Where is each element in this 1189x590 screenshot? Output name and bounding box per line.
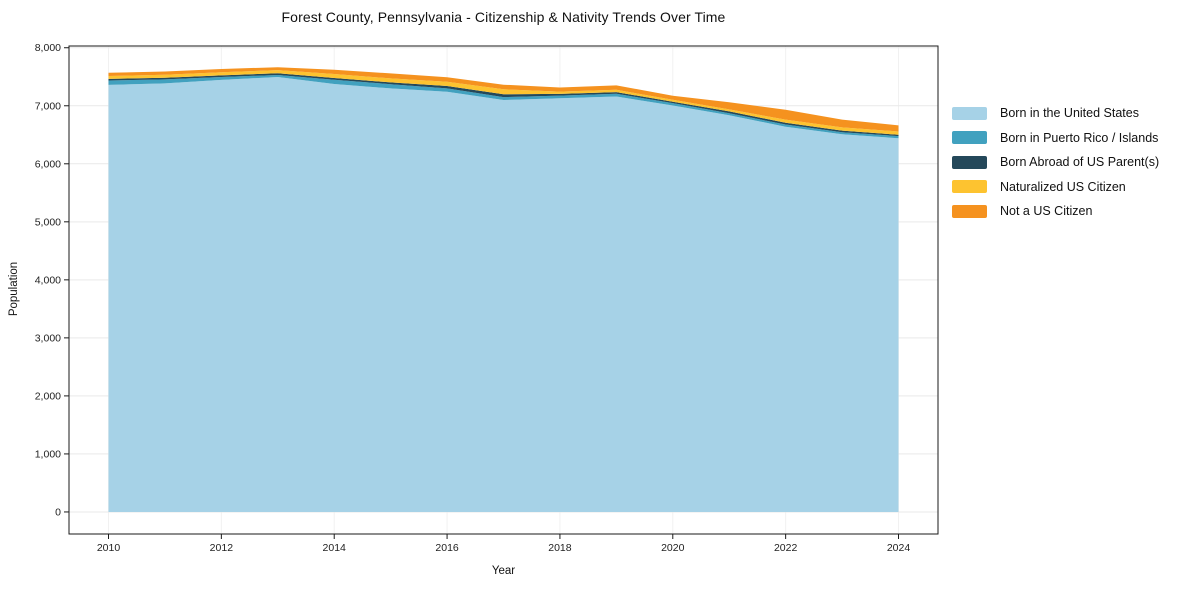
area-series-layer — [108, 67, 899, 512]
x-tick-label: 2018 — [548, 542, 572, 554]
chart-title: Forest County, Pennsylvania - Citizenshi… — [281, 9, 726, 25]
x-tick-label: 2024 — [887, 542, 911, 554]
x-tick-label: 2016 — [435, 542, 459, 554]
y-tick-label: 7,000 — [35, 100, 61, 112]
legend-label: Born Abroad of US Parent(s) — [1000, 155, 1160, 169]
area-series-born-in-the-united-states — [108, 77, 899, 512]
legend-item-born-abroad-of-us-parent-s: Born Abroad of US Parent(s) — [952, 155, 1159, 169]
legend-item-born-in-the-united-states: Born in the United States — [952, 106, 1159, 120]
y-tick-label: 8,000 — [35, 42, 61, 54]
y-tick-label: 1,000 — [35, 448, 61, 460]
x-tick-label: 2012 — [210, 542, 234, 554]
area-series-not-a-us-citizen — [108, 67, 899, 132]
plot-border — [68, 45, 939, 535]
y-tick-label: 0 — [55, 506, 61, 518]
y-tick-label: 5,000 — [35, 216, 61, 228]
legend-swatch-icon — [952, 131, 987, 144]
legend-item-naturalized-us-citizen: Naturalized US Citizen — [952, 180, 1159, 194]
y-tick-label: 3,000 — [35, 332, 61, 344]
area-series-naturalized-us-citizen — [108, 70, 899, 135]
axes-spines — [68, 45, 939, 535]
legend-label: Born in the United States — [1000, 106, 1139, 120]
legend: Born in the United States Born in Puerto … — [952, 106, 1159, 229]
legend-swatch-icon — [952, 155, 987, 169]
legend-item-not-a-us-citizen: Not a US Citizen — [952, 204, 1159, 218]
y-axis-label: Population — [8, 261, 20, 317]
x-tick-label: 2020 — [661, 542, 685, 554]
x-tick-label: 2022 — [774, 542, 798, 554]
legend-swatch-icon — [952, 180, 987, 193]
legend-swatch-icon — [952, 204, 987, 218]
x-axis-label: Year — [491, 565, 516, 577]
y-tick-label: 6,000 — [35, 158, 61, 170]
legend-item-born-in-puerto-rico-islands: Born in Puerto Rico / Islands — [952, 131, 1159, 145]
legend-label: Born in Puerto Rico / Islands — [1000, 130, 1159, 145]
y-tick-label: 4,000 — [35, 274, 61, 286]
y-tick-label: 2,000 — [35, 390, 61, 402]
area-series-born-in-puerto-rico-islands — [108, 75, 899, 139]
x-tick-label: 2014 — [323, 542, 347, 554]
axis-ticks: 2010 2012 2014 2016 2018 2020 2022 2024 0 1,000 2,… — [35, 42, 911, 554]
legend-label: Not a US Citizen — [1000, 204, 1093, 218]
x-tick-label: 2010 — [97, 542, 121, 554]
legend-label: Naturalized US Citizen — [1000, 179, 1126, 194]
legend-swatch-icon — [952, 106, 987, 120]
